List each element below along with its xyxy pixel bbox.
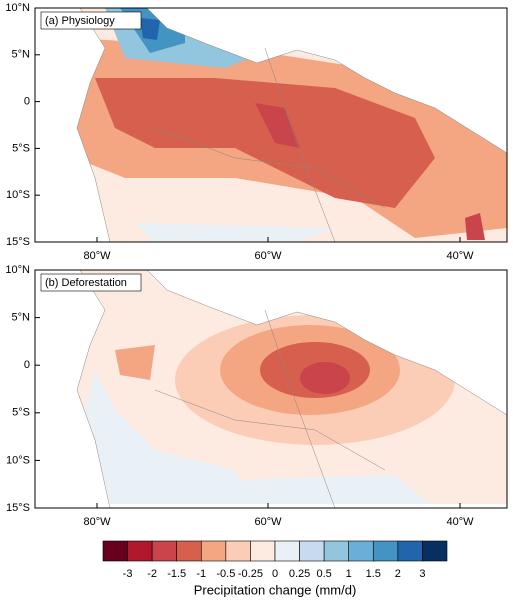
colorbar-box xyxy=(200,540,227,562)
y-tick-label: 10°N xyxy=(5,264,30,276)
y-tick-label: 10°S xyxy=(6,189,30,201)
colorbar-label: 2 xyxy=(395,568,401,580)
colorbar-box xyxy=(176,540,202,562)
colorbar-label: 0.5 xyxy=(316,568,331,580)
colorbar-box xyxy=(250,540,276,562)
colorbar-label: -1 xyxy=(196,568,206,580)
x-tick-label: 60°W xyxy=(254,516,282,528)
map-b xyxy=(34,269,508,509)
colorbar-box xyxy=(274,540,300,562)
colorbar-box xyxy=(323,540,350,562)
y-tick-label: 5°N xyxy=(12,312,31,324)
y-tick-label: 15°S xyxy=(6,502,30,514)
colorbar-box xyxy=(102,540,128,562)
colorbar-box xyxy=(127,540,153,562)
x-tick-label: 80°W xyxy=(83,516,111,528)
panel-label: (b) Deforestation xyxy=(45,277,127,289)
y-tick-label: 0 xyxy=(24,96,30,108)
colorbar-box xyxy=(397,540,423,562)
panel-label-box xyxy=(40,273,142,292)
y-tick-label: 5°S xyxy=(12,142,30,154)
colorbar-label: -0.25 xyxy=(238,568,263,580)
panel-label-box xyxy=(40,11,142,30)
colorbar-label: -0.5 xyxy=(216,568,235,580)
x-tick-label: 60°W xyxy=(254,250,282,262)
colorbar-box xyxy=(225,540,251,562)
y-tick-label: 5°N xyxy=(12,49,31,61)
y-tick-label: 0 xyxy=(24,359,30,371)
colorbar-label: -1.5 xyxy=(167,568,186,580)
colorbar-box xyxy=(151,540,178,562)
y-tick-label: 10°S xyxy=(6,454,30,466)
colorbar-box xyxy=(372,540,399,562)
colorbar-box xyxy=(422,540,448,562)
y-tick-label: 15°S xyxy=(6,236,30,248)
colorbar-title: Precipitation change (mm/d) xyxy=(194,582,357,597)
y-tick-label: 10°N xyxy=(5,2,30,14)
x-tick-label: 40°W xyxy=(446,516,474,528)
colorbar-label: 1.5 xyxy=(366,568,381,580)
map-a xyxy=(34,7,508,243)
colorbar-label: -2 xyxy=(147,568,157,580)
colorbar-label: 3 xyxy=(419,568,425,580)
colorbar-label: 0.25 xyxy=(289,568,310,580)
colorbar-label: 1 xyxy=(346,568,352,580)
colorbar-box xyxy=(299,540,325,562)
colorbar-label: -3 xyxy=(123,568,133,580)
colorbar-box xyxy=(348,540,374,562)
x-tick-label: 40°W xyxy=(446,250,474,262)
panel-label: (a) Physiology xyxy=(45,15,115,27)
x-tick-label: 80°W xyxy=(83,250,111,262)
colorbar-label: 0 xyxy=(272,568,278,580)
y-tick-label: 5°S xyxy=(12,407,30,419)
